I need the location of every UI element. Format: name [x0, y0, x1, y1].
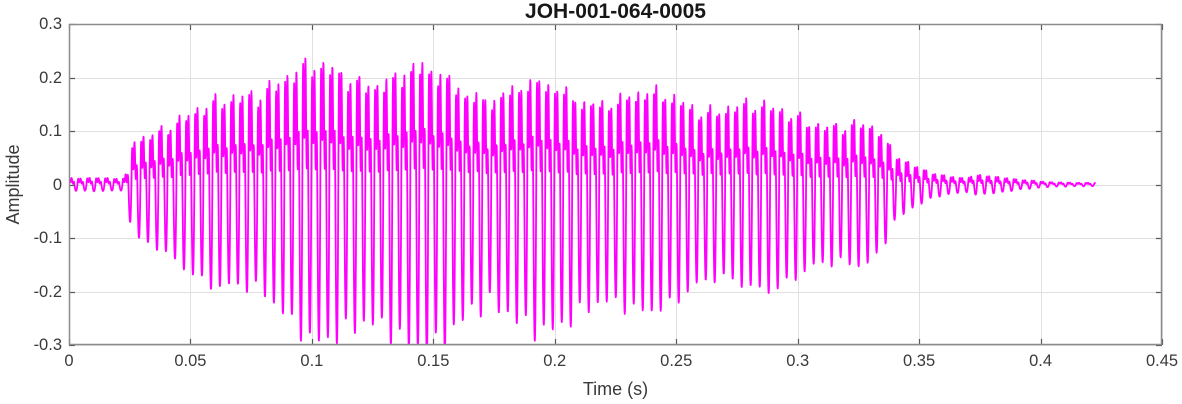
y-axis-label: Amplitude — [3, 144, 23, 225]
y-tick-label: -0.3 — [33, 336, 62, 354]
x-tick-label: 0.25 — [660, 352, 693, 370]
x-axis-label: Time (s) — [582, 379, 649, 399]
y-tick-label: -0.2 — [33, 282, 62, 301]
y-tick-label: 0.3 — [39, 15, 62, 33]
x-tick-label: 0.2 — [543, 352, 567, 370]
y-tick-label: 0.1 — [39, 122, 62, 140]
x-tick-label: 0 — [64, 352, 74, 370]
x-tick-label: 0.1 — [300, 352, 324, 370]
y-tick-label: -0.1 — [33, 229, 62, 247]
x-tick-label: 0.15 — [417, 352, 450, 370]
chart-title: JOH-001-064-0005 — [525, 0, 706, 23]
x-tick-label: 0.35 — [903, 352, 936, 370]
x-tick-label: 0.45 — [1145, 352, 1179, 370]
y-tick-label: 0 — [52, 175, 62, 194]
x-tick-label: 0.05 — [174, 352, 207, 370]
x-tick-label: 0.4 — [1029, 352, 1053, 370]
y-tick-label: 0.2 — [39, 68, 62, 87]
x-tick-label: 0.3 — [786, 352, 810, 370]
